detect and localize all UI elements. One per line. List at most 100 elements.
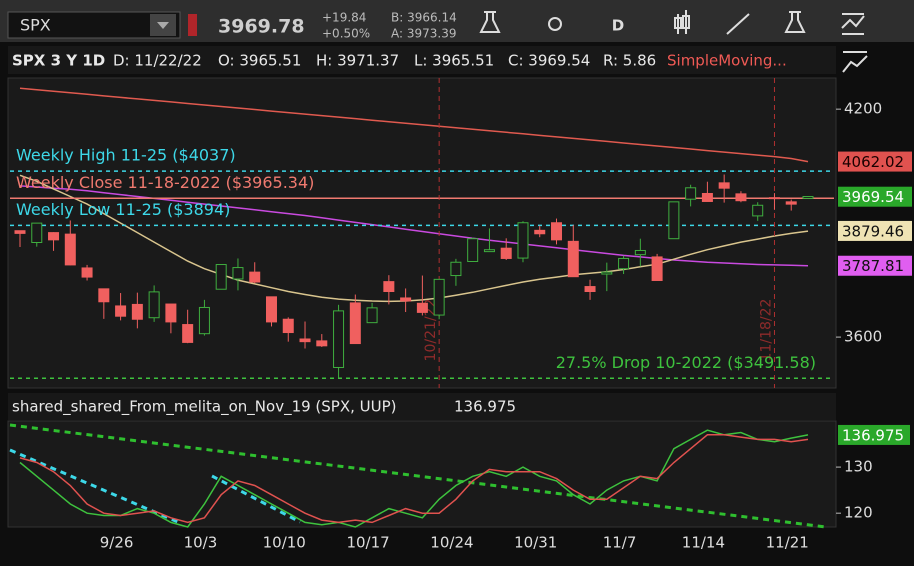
pct-change: +0.50%	[322, 27, 370, 41]
candle-body	[31, 222, 43, 243]
candle-body	[383, 281, 395, 293]
candle-body	[735, 193, 747, 202]
price-tag-label: 3969.54	[842, 188, 904, 206]
bid: B: 3966.14	[391, 11, 457, 25]
trend-line	[211, 474, 301, 524]
chart-title: SPX 3 Y 1D	[12, 52, 105, 70]
candle-body	[265, 296, 277, 323]
level-label: Weekly Close 11-18-2022 ($3965.34)	[16, 173, 314, 192]
candle-body	[701, 192, 713, 202]
toolbar-icons	[479, 10, 865, 35]
candle-body	[115, 305, 127, 317]
settings-icon[interactable]	[548, 17, 562, 31]
y-tick-label: 3600	[844, 328, 882, 346]
study-name[interactable]: SimpleMoving...	[667, 52, 787, 70]
candle-body	[534, 229, 546, 235]
bar-open: O: 3965.51	[218, 52, 301, 70]
candle-body	[48, 232, 60, 241]
candle-body	[685, 187, 697, 200]
y-tick-label: 120	[844, 504, 873, 522]
candle-body	[165, 303, 177, 323]
price-tag-label: 4062.02	[842, 153, 904, 171]
candle-body	[752, 204, 764, 217]
link-flag[interactable]	[188, 14, 197, 36]
style-icon[interactable]	[674, 10, 690, 34]
candle-body	[785, 201, 797, 205]
candle-body	[500, 247, 512, 259]
candle-body	[467, 238, 479, 262]
candle-body	[148, 291, 160, 319]
candle-body	[483, 249, 495, 253]
trend-line	[9, 448, 179, 524]
price-panel	[7, 77, 837, 389]
chart-header	[8, 46, 836, 74]
templates-icon[interactable]	[841, 13, 865, 35]
x-tick-label: 11/21	[766, 534, 809, 552]
pattern-icon[interactable]	[842, 51, 868, 73]
candle-body	[299, 338, 311, 343]
price-tag	[838, 255, 912, 276]
candle-body	[182, 324, 194, 343]
price-tag	[838, 424, 910, 445]
ask: A: 3973.39	[391, 27, 456, 41]
candle-body	[802, 196, 814, 199]
candle-body	[316, 340, 328, 347]
candle-body	[551, 222, 563, 241]
bar-low: L: 3965.51	[414, 52, 494, 70]
level-label: Weekly High 11-25 ($4037)	[16, 146, 236, 165]
price-tag-label: 3787.81	[842, 257, 904, 275]
candle-body	[349, 302, 361, 345]
y-tick-label: 4200	[844, 100, 882, 118]
candle-body	[567, 240, 579, 278]
candle-body	[14, 230, 26, 234]
candle-body	[232, 267, 244, 280]
last-price: 3969.78	[218, 16, 305, 38]
x-tick-label: 10/3	[184, 534, 218, 552]
candle-body	[249, 271, 261, 283]
x-tick-label: 9/26	[100, 534, 134, 552]
candle-body	[517, 222, 529, 259]
x-tick-label: 10/17	[346, 534, 389, 552]
trend-line	[9, 423, 827, 529]
candle-body	[416, 302, 428, 313]
bar-date: D: 11/22/22	[113, 52, 202, 70]
series-line	[19, 87, 809, 163]
header-texts: SPX 3 Y 1D D: 11/22/22 O: 3965.51 H: 397…	[12, 52, 787, 70]
price-tag-label: 3879.46	[842, 222, 904, 240]
candle-body	[651, 256, 663, 281]
x-tick-label: 10/24	[430, 534, 473, 552]
candle-body	[718, 182, 730, 189]
candle-body	[333, 310, 345, 368]
x-tick-label: 10/31	[514, 534, 557, 552]
candle-body	[768, 197, 780, 200]
dropdown-arrow	[157, 22, 169, 29]
bar-range: R: 5.86	[603, 52, 656, 70]
panel-title: shared_shared_From_melita_on_Nov_19 (SPX…	[12, 398, 397, 417]
studies-icon[interactable]	[479, 11, 501, 33]
x-tick-label: 11/14	[682, 534, 725, 552]
candle-body	[400, 297, 412, 302]
price-tag	[838, 186, 912, 207]
symbol[interactable]: SPX	[20, 16, 51, 35]
candle-body	[131, 303, 143, 320]
series-line	[19, 434, 809, 524]
net-change: +19.84	[322, 11, 366, 25]
level-label: 27.5% Drop 10-2022 ($3491.58)	[556, 353, 816, 372]
x-tick-label: 11/7	[603, 534, 637, 552]
drawing-icon[interactable]	[726, 13, 750, 35]
bar-close: C: 3969.54	[508, 52, 590, 70]
candle-body	[64, 233, 76, 266]
y-tick-label: 130	[844, 458, 873, 476]
candle-body	[198, 306, 210, 335]
patterns-icon[interactable]	[784, 11, 806, 33]
aggregation[interactable]: D	[612, 17, 624, 35]
panel-value: 136.975	[454, 398, 516, 416]
candle-body	[618, 257, 630, 270]
candle-body	[433, 278, 445, 316]
x-tick-label: 10/10	[263, 534, 306, 552]
lower-header	[8, 393, 836, 420]
candle-body	[601, 271, 613, 275]
candle-body	[98, 288, 110, 303]
